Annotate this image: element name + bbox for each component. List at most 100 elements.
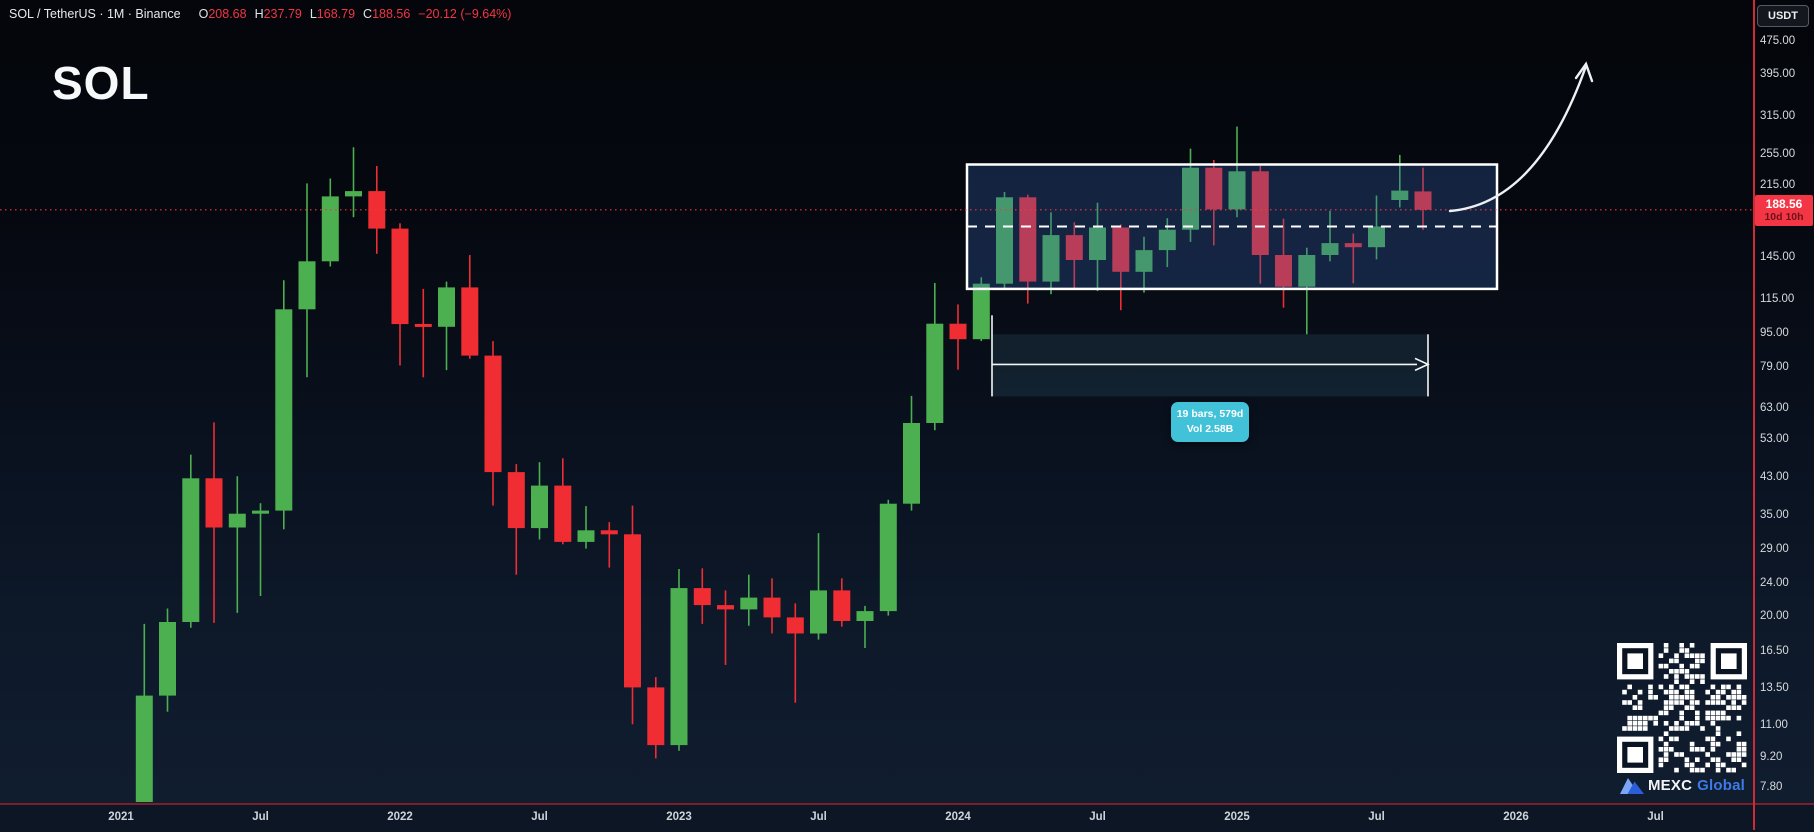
- price-tick: 255.00: [1760, 147, 1796, 160]
- candle-2022-04: [461, 255, 479, 359]
- candle-2023-08: [833, 578, 851, 627]
- candle-2022-01: [391, 223, 409, 366]
- ohlc-value-H: 237.79: [263, 7, 302, 21]
- ohlc-label-L: L: [309, 7, 317, 21]
- currency-toggle-button[interactable]: USDT: [1757, 5, 1809, 27]
- candle-2023-12: [926, 283, 944, 431]
- candle-2025-07: [1368, 195, 1385, 260]
- candle-2024-09: [1135, 236, 1153, 293]
- candle-2025-05: [1321, 210, 1339, 262]
- candle-2022-06: [507, 464, 525, 575]
- candle-2021-02: [135, 623, 153, 802]
- candle-2022-07: [531, 462, 548, 540]
- brand-name: MEXC: [1647, 776, 1693, 794]
- candle-2024-12: [1205, 160, 1223, 246]
- price-tick: 35.00: [1760, 508, 1789, 521]
- candle-2022-12: [647, 677, 665, 759]
- candle-2021-07: [252, 503, 269, 596]
- candle-2021-03: [159, 608, 176, 712]
- ohlc-value-L: 168.79: [316, 7, 356, 21]
- time-tick-2025: 2025: [1224, 811, 1250, 823]
- symbol-legend[interactable]: SOL / TetherUS · 1M · Binance O208.68 H237…: [9, 7, 511, 21]
- bar-countdown: 10d 10h: [1764, 210, 1804, 223]
- time-tick-Jul: Jul: [1368, 811, 1385, 823]
- candle-2023-06: [786, 603, 804, 703]
- candle-2024-06: [1065, 222, 1083, 290]
- candle-2021-06: [228, 476, 246, 613]
- candle-2022-11: [624, 505, 641, 725]
- candle-2025-03: [1275, 218, 1292, 308]
- time-tick-2023: 2023: [666, 811, 692, 823]
- price-tick: 395.00: [1760, 68, 1796, 81]
- price-tick: 115.00: [1760, 292, 1795, 305]
- price-tick: 475.00: [1760, 34, 1796, 47]
- time-tick-Jul: Jul: [810, 811, 827, 823]
- candle-2021-10: [321, 178, 339, 267]
- candle-2023-09: [856, 605, 874, 648]
- branding-block: MEXC Global: [1615, 643, 1749, 795]
- date-range-measure-tool[interactable]: [991, 315, 1430, 397]
- time-tick-Jul: Jul: [531, 811, 548, 823]
- price-tick: 145.00: [1760, 250, 1796, 263]
- candle-2024-07: [1089, 202, 1106, 292]
- candle-2024-03: [996, 192, 1013, 289]
- time-tick-Jul: Jul: [1647, 811, 1664, 823]
- price-tick: 16.50: [1760, 645, 1789, 658]
- price-change: −20.12 (−9.64%): [418, 7, 512, 21]
- candle-2021-04: [182, 454, 200, 628]
- candle-2021-12: [368, 166, 386, 254]
- measure-range-area[interactable]: [992, 334, 1428, 397]
- candle-2022-02: [414, 288, 432, 378]
- price-tick: 43.00: [1760, 471, 1789, 484]
- candle-2021-08: [275, 280, 293, 530]
- ohlc-label-H: H: [254, 7, 264, 21]
- price-tick: 24.00: [1760, 577, 1789, 590]
- candle-2023-03: [717, 590, 734, 665]
- price-tick: 7.80: [1760, 781, 1783, 794]
- ohlc-value-C: 188.56: [372, 7, 411, 21]
- price-tick: 29.00: [1760, 542, 1789, 555]
- price-tick: 63.00: [1760, 401, 1789, 414]
- ohlc-value-O: 208.68: [208, 7, 247, 21]
- measure-bars-label: 19 bars, 579d: [1176, 408, 1244, 420]
- time-tick-Jul: Jul: [1089, 811, 1106, 823]
- price-tick: 315.00: [1760, 109, 1796, 122]
- measure-arrowhead: [1414, 357, 1430, 372]
- time-tick-2021: 2021: [108, 811, 134, 823]
- ohlc-label-O: O: [198, 7, 209, 21]
- price-tick: 9.20: [1760, 751, 1783, 764]
- candle-2023-05: [763, 578, 781, 634]
- price-tick: 13.50: [1760, 681, 1789, 694]
- candle-2022-10: [600, 522, 618, 568]
- candle-2022-09: [577, 506, 595, 549]
- price-tick: 20.00: [1760, 610, 1789, 623]
- projection-arrow[interactable]: [1448, 61, 1594, 213]
- candle-2023-02: [693, 568, 711, 624]
- time-axis[interactable]: 2021 Jul 2022 Jul 2023 Jul 2024 Jul 2025 Jul 2026 J…: [0, 803, 1814, 832]
- candle-2025-09: [1414, 167, 1432, 230]
- measure-tooltip: 19 bars, 579d Vol 2.58B: [1171, 402, 1249, 442]
- mexc-logo-icon: [1619, 778, 1644, 794]
- price-axis[interactable]: USDT 475.00 395.00 315.00 255.00 215.00 145.0…: [1753, 0, 1814, 830]
- candle-2025-02: [1251, 166, 1269, 284]
- price-axis-border: [1753, 0, 1755, 830]
- last-price-value: 188.56: [1765, 196, 1803, 211]
- candle-2022-03: [438, 281, 455, 371]
- symbol-title: SOL / TetherUS · 1M · Binance: [9, 7, 181, 21]
- candle-2021-05: [205, 422, 223, 623]
- candle-2023-07: [810, 533, 827, 640]
- candle-2021-11: [345, 147, 362, 218]
- candle-2024-01: [949, 304, 967, 370]
- time-tick-2026: 2026: [1503, 811, 1529, 823]
- price-tick: 79.00: [1760, 360, 1789, 373]
- candle-2023-10: [879, 499, 897, 616]
- time-tick-2022: 2022: [387, 811, 413, 823]
- price-tick: 11.00: [1760, 719, 1788, 731]
- arrow-head: [1574, 61, 1594, 83]
- candle-2025-01: [1228, 126, 1246, 218]
- price-tick: 95.00: [1760, 327, 1789, 340]
- candle-2024-04: [1019, 194, 1037, 304]
- candle-2024-05: [1042, 212, 1060, 295]
